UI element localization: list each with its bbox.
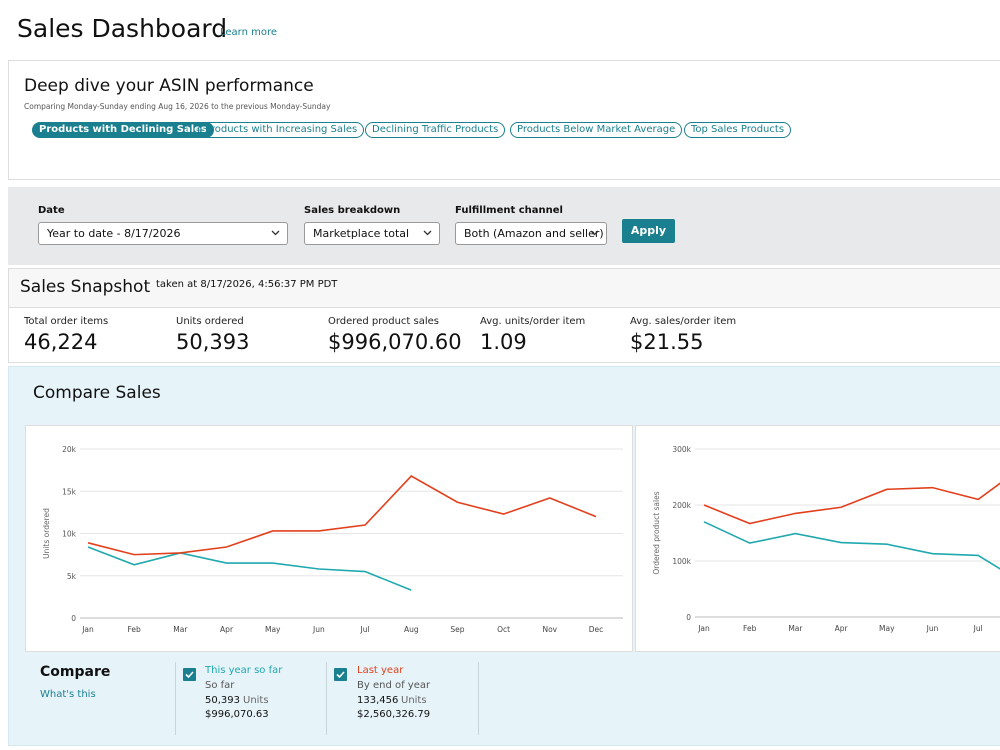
x-tick-label: Apr bbox=[835, 624, 849, 633]
tab[interactable]: Top Sales Products bbox=[684, 122, 792, 138]
separator bbox=[175, 662, 176, 735]
y-tick-label: 200k bbox=[672, 501, 691, 510]
date-select[interactable]: Year to date - 8/17/2026 bbox=[38, 222, 288, 245]
metric-value: $21.55 bbox=[630, 330, 704, 354]
chevron bbox=[590, 230, 599, 236]
breakdown-select[interactable]: Marketplace total bbox=[304, 222, 440, 245]
y-tick-label: 15k bbox=[62, 487, 77, 496]
x-tick-label: Apr bbox=[220, 625, 234, 634]
legend-title: Compare bbox=[40, 664, 111, 680]
whats-this-link[interactable]: What's this bbox=[40, 689, 96, 700]
filter-label: Date bbox=[38, 205, 65, 216]
x-tick-label: Jun bbox=[926, 624, 939, 633]
chart-panel bbox=[25, 425, 633, 652]
x-tick-label: Feb bbox=[128, 625, 142, 634]
select-value: Both (Amazon and seller) bbox=[464, 227, 604, 240]
apply-button[interactable]: Apply bbox=[622, 219, 675, 243]
series-line bbox=[703, 521, 1000, 570]
separator bbox=[478, 662, 479, 735]
snapshot-header bbox=[9, 269, 1000, 308]
filter-label: Sales breakdown bbox=[304, 205, 401, 216]
legend-units: 133,456 bbox=[357, 695, 399, 706]
x-tick-label: Sep bbox=[450, 625, 464, 634]
separator bbox=[326, 662, 327, 735]
chevron bbox=[271, 230, 280, 236]
metric-value: 46,224 bbox=[24, 330, 98, 354]
metric-label: Units ordered bbox=[176, 316, 244, 327]
x-tick-label: Jul bbox=[973, 624, 983, 633]
x-tick-label: Feb bbox=[743, 624, 757, 633]
x-tick-label: Oct bbox=[497, 625, 510, 634]
tab[interactable]: Products Below Market Average bbox=[510, 122, 683, 138]
deep-dive-subtitle: Comparing Monday-Sunday ending Aug 16, 2… bbox=[24, 102, 331, 111]
channel-select[interactable]: Both (Amazon and seller) bbox=[455, 222, 607, 245]
legend-units: 50,393 bbox=[205, 695, 240, 706]
legend-name: This year so far bbox=[205, 665, 283, 676]
series-line bbox=[87, 546, 412, 591]
metric-value: 1.09 bbox=[480, 330, 527, 354]
snapshot-title: Sales Snapshot bbox=[20, 277, 151, 297]
metric-value: 50,393 bbox=[176, 330, 250, 354]
filter-label: Fulfillment channel bbox=[455, 205, 563, 216]
metric-value: $996,070.60 bbox=[328, 330, 462, 354]
compare-title: Compare Sales bbox=[33, 383, 161, 403]
metric-label: Avg. sales/order item bbox=[630, 316, 737, 327]
tab[interactable]: Declining Traffic Products bbox=[365, 122, 506, 138]
x-tick-label: Aug bbox=[404, 625, 419, 634]
snapshot-panel bbox=[8, 268, 1000, 363]
page-title: Sales Dashboard bbox=[17, 14, 228, 43]
x-tick-label: Jan bbox=[81, 625, 94, 634]
select-value: Year to date - 8/17/2026 bbox=[47, 227, 181, 240]
select-value: Marketplace total bbox=[313, 227, 410, 240]
legend-unit: Units bbox=[243, 695, 269, 706]
x-tick-label: Dec bbox=[589, 625, 604, 634]
x-tick-label: Mar bbox=[788, 624, 803, 633]
y-axis-label: Ordered product sales bbox=[652, 491, 661, 574]
y-tick-label: 0 bbox=[686, 613, 691, 622]
tab[interactable]: Products with Increasing Sales bbox=[198, 122, 365, 138]
x-tick-label: Jan bbox=[697, 624, 710, 633]
y-axis-label: Units ordered bbox=[42, 508, 51, 559]
checkbox[interactable] bbox=[334, 668, 347, 681]
units-chart: 0 5k 10k 15k 20k Units ordered Jan Feb Mar Apr May… bbox=[42, 445, 623, 634]
x-tick-label: Jul bbox=[360, 625, 370, 634]
legend-name: Last year bbox=[357, 665, 404, 676]
deep-dive-title: Deep dive your ASIN performance bbox=[24, 76, 314, 96]
y-tick-label: 20k bbox=[62, 445, 77, 454]
x-tick-label: May bbox=[879, 624, 895, 633]
metric-label: Avg. units/order item bbox=[480, 316, 586, 327]
legend-unit: Units bbox=[401, 695, 427, 706]
y-tick-label: 5k bbox=[67, 572, 77, 581]
x-tick-label: May bbox=[265, 625, 281, 634]
chevron bbox=[423, 230, 432, 236]
tab[interactable]: Products with Declining Sales bbox=[32, 122, 214, 138]
x-tick-label: Nov bbox=[542, 625, 557, 634]
y-tick-label: 0 bbox=[71, 614, 76, 623]
legend-sales: $2,560,326.79 bbox=[357, 709, 431, 720]
snapshot-time: taken at 8/17/2026, 4:56:37 PM PDT bbox=[156, 279, 338, 290]
x-tick-label: Jun bbox=[312, 625, 325, 634]
metric-label: Ordered product sales bbox=[328, 316, 439, 327]
y-tick-label: 10k bbox=[62, 530, 77, 539]
deep-dive-panel bbox=[8, 60, 1000, 180]
metric-label: Total order items bbox=[24, 316, 109, 327]
legend-sub: So far bbox=[205, 680, 235, 691]
x-tick-label: Mar bbox=[173, 625, 188, 634]
learn-more-link[interactable]: Learn more bbox=[220, 27, 278, 38]
y-tick-label: 300k bbox=[672, 445, 691, 454]
series-line bbox=[703, 482, 1000, 525]
series-line bbox=[87, 475, 597, 556]
checkbox[interactable] bbox=[183, 668, 196, 681]
legend-sub: By end of year bbox=[357, 680, 431, 691]
legend-sales: $996,070.63 bbox=[205, 709, 269, 720]
y-tick-label: 100k bbox=[672, 557, 691, 566]
sales-chart: 0 100k 200k 300k Ordered product sales Jan Feb… bbox=[652, 445, 1000, 633]
